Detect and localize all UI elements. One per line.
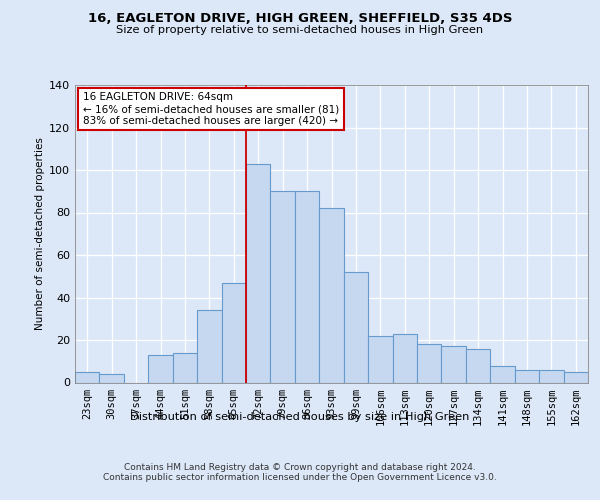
Bar [100, 374, 124, 382]
Bar [295, 191, 319, 382]
Bar [148, 355, 173, 382]
Text: Size of property relative to semi-detached houses in High Green: Size of property relative to semi-detach… [116, 25, 484, 35]
Text: 16, EAGLETON DRIVE, HIGH GREEN, SHEFFIELD, S35 4DS: 16, EAGLETON DRIVE, HIGH GREEN, SHEFFIEL… [88, 12, 512, 26]
Bar [392, 334, 417, 382]
Bar [466, 348, 490, 382]
Bar [75, 372, 100, 382]
Y-axis label: Number of semi-detached properties: Number of semi-detached properties [35, 138, 45, 330]
Bar [221, 282, 246, 382]
Bar [490, 366, 515, 382]
Bar [442, 346, 466, 382]
Bar [515, 370, 539, 382]
Bar [417, 344, 442, 383]
Bar [344, 272, 368, 382]
Bar [173, 353, 197, 382]
Bar [368, 336, 392, 382]
Bar [563, 372, 588, 382]
Bar [319, 208, 344, 382]
Text: Contains HM Land Registry data © Crown copyright and database right 2024.
Contai: Contains HM Land Registry data © Crown c… [103, 462, 497, 482]
Bar [539, 370, 563, 382]
Bar [271, 191, 295, 382]
Text: Distribution of semi-detached houses by size in High Green: Distribution of semi-detached houses by … [130, 412, 470, 422]
Bar [197, 310, 221, 382]
Bar [246, 164, 271, 382]
Text: 16 EAGLETON DRIVE: 64sqm
← 16% of semi-detached houses are smaller (81)
83% of s: 16 EAGLETON DRIVE: 64sqm ← 16% of semi-d… [83, 92, 339, 126]
